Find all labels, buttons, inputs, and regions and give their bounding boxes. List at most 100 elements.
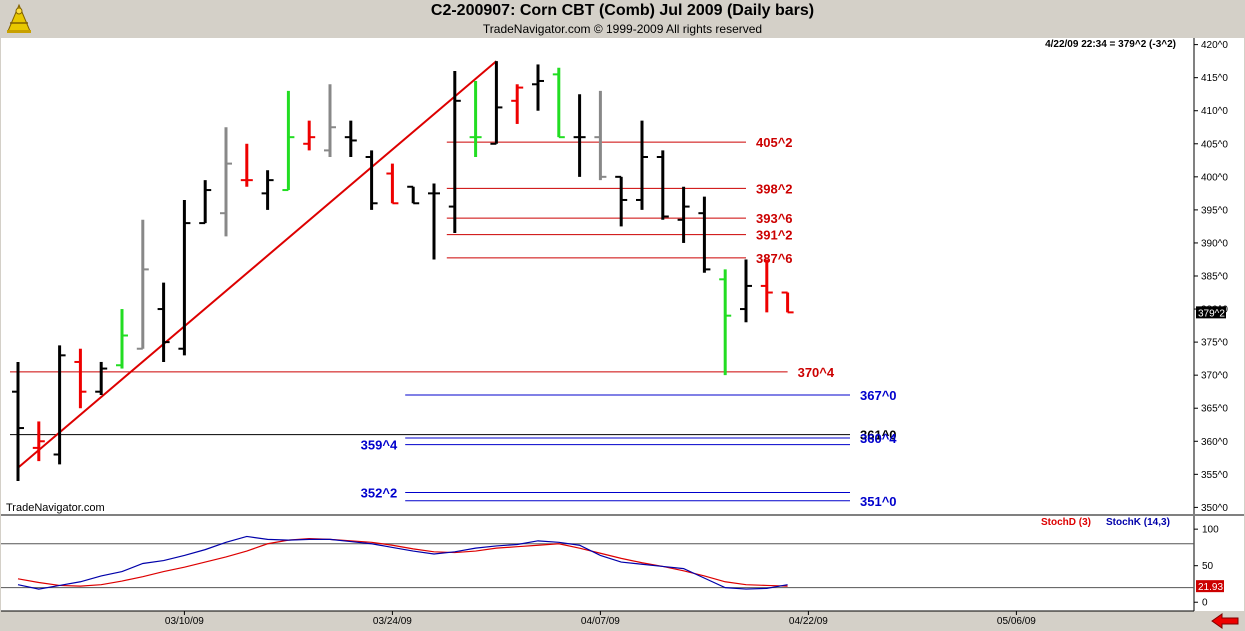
price-tick-label: 350^0 <box>1201 503 1228 514</box>
ohlc-bar <box>428 183 440 260</box>
ohlc-bar <box>240 143 253 187</box>
price-level-label: 367^0 <box>860 388 897 403</box>
ohlc-bar <box>282 90 295 192</box>
last-price-label: 379^2 <box>1198 308 1225 319</box>
price-level-label: 359^4 <box>361 438 398 453</box>
ohlc-bar <box>136 219 149 350</box>
ohlc-bar <box>365 150 378 210</box>
ohlc-bar <box>511 84 524 124</box>
last-price-marker <box>1196 306 1226 319</box>
trendline <box>17 60 498 469</box>
ohlc-bar <box>594 90 607 181</box>
price-tick-label: 355^0 <box>1201 470 1228 481</box>
ohlc-bar <box>469 80 482 157</box>
price-level-label: 387^6 <box>756 251 793 266</box>
date-tick-label: 04/22/09 <box>789 616 828 627</box>
ohlc-bars <box>12 61 794 481</box>
ohlc-bar <box>532 64 544 111</box>
trendline-layer <box>17 60 498 469</box>
price-tick-label: 420^0 <box>1201 40 1228 51</box>
price-pane <box>1 38 1194 514</box>
ohlc-bar <box>116 309 128 369</box>
stochastic-layer: 100 50 0 <box>1 525 1219 609</box>
date-tick-label: 03/24/09 <box>373 616 412 627</box>
last-stoch-marker <box>1196 580 1224 593</box>
price-level-label: 405^2 <box>756 135 793 150</box>
price-tick-label: 400^0 <box>1201 172 1228 183</box>
ohlc-bar <box>677 186 690 243</box>
chart-subtitle: TradeNavigator.com © 1999-2009 All right… <box>482 22 763 36</box>
price-tick-label: 385^0 <box>1201 272 1228 283</box>
ohlc-bar <box>386 163 399 205</box>
ohlc-bar <box>199 180 212 225</box>
ohlc-bar <box>490 61 503 145</box>
ohlc-bar <box>95 361 108 395</box>
price-tick-label: 375^0 <box>1201 338 1228 349</box>
pane-separator <box>1 514 1244 516</box>
scroll-right-arrow-icon[interactable] <box>1206 613 1242 629</box>
ohlc-bar <box>261 170 274 210</box>
status-readout: 4/22/09 22:34 = 379^2 (-3^2) <box>1045 39 1176 50</box>
last-stoch-label: 21.93 <box>1198 582 1223 593</box>
stoch-k-line <box>17 535 788 590</box>
stoch-legend-d: StochD (3) <box>1041 517 1091 528</box>
price-level-label: 351^0 <box>860 494 897 509</box>
stochastic-pane <box>1 516 1194 611</box>
price-level-label: 398^2 <box>756 181 793 196</box>
ohlc-bar <box>740 259 752 323</box>
price-tick-label: 395^0 <box>1201 205 1228 216</box>
ohlc-bar <box>698 196 711 273</box>
price-tick-label: 365^0 <box>1201 404 1228 415</box>
price-tick-label: 360^0 <box>1201 437 1228 448</box>
ohlc-bar <box>636 120 648 210</box>
stoch-legend-k: StochK (14,3) <box>1106 517 1170 528</box>
ohlc-bar <box>74 348 87 409</box>
stoch-tick-label: 100 <box>1202 525 1219 536</box>
price-level-label: 360^4 <box>860 431 897 446</box>
price-tick-label: 370^0 <box>1201 371 1228 382</box>
price-tick-label: 405^0 <box>1201 139 1228 150</box>
ohlc-bar <box>656 150 669 220</box>
ohlc-bar <box>552 67 565 139</box>
price-level-label: 393^6 <box>756 211 793 226</box>
tradenavigator-logo-icon <box>7 3 31 33</box>
ohlc-bar <box>157 282 170 362</box>
price-level-label: 352^2 <box>361 486 398 501</box>
date-tick-label: 03/10/09 <box>165 616 204 627</box>
ohlc-bar <box>573 94 586 177</box>
date-axis <box>1 611 1244 631</box>
price-level-label: 370^4 <box>798 365 835 380</box>
ohlc-bar <box>53 345 66 465</box>
date-tick-label: 04/07/09 <box>581 616 620 627</box>
chart-header: C2-200907: Corn CBT (Comb) Jul 2009 (Dai… <box>0 0 1245 38</box>
ohlc-bar <box>719 269 732 376</box>
ohlc-bar <box>448 71 461 234</box>
ohlc-bar <box>178 199 191 356</box>
price-level-label: 391^2 <box>756 228 793 243</box>
stoch-tick-label: 0 <box>1202 598 1208 609</box>
price-axis <box>1194 38 1244 514</box>
ohlc-bar <box>344 120 357 157</box>
ohlc-bar <box>407 185 420 205</box>
date-tick-labels: 03/10/09 03/24/09 04/07/09 04/22/09 05/06/09 <box>165 611 1036 627</box>
stochastic-axis <box>1194 516 1244 611</box>
price-tick-label: 410^0 <box>1201 106 1228 117</box>
date-tick-label: 05/06/09 <box>997 616 1036 627</box>
ohlc-bar <box>220 127 232 237</box>
price-tick-label: 415^0 <box>1201 73 1228 84</box>
watermark: TradeNavigator.com <box>6 502 105 514</box>
stoch-tick-label: 50 <box>1202 561 1214 572</box>
ohlc-bar <box>303 120 316 151</box>
price-level-label: 361^0 <box>860 428 897 443</box>
ohlc-bar <box>32 421 45 462</box>
chart-title: C2-200907: Corn CBT (Comb) Jul 2009 (Dai… <box>430 2 815 19</box>
ohlc-bar <box>781 291 794 314</box>
price-tick-labels: 420^0 415^0 410^0 405^0 400^0 395^0 390^0 385^0… <box>1194 40 1228 514</box>
ohlc-bar <box>760 259 773 313</box>
ohlc-bar <box>324 84 336 157</box>
price-tick-label: 390^0 <box>1201 238 1228 249</box>
ohlc-bar <box>615 175 628 227</box>
price-levels: 405^2 398^2 393^6 391^2 387^6 370^4 367^0 361^0… <box>10 135 897 509</box>
